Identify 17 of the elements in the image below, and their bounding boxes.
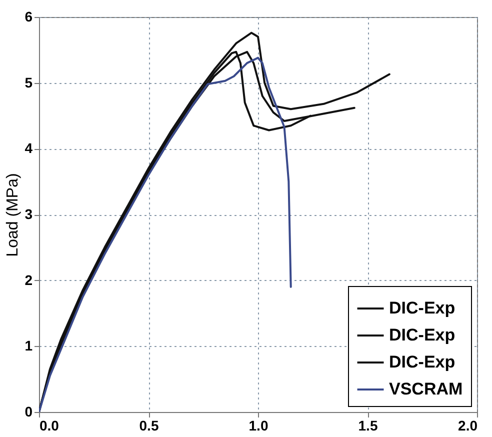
legend-label: DIC-Exp [389,326,456,344]
y-tick-label: 3 [24,206,33,222]
y-tick-label: 5 [24,74,33,90]
y-tick-label: 6 [24,8,33,24]
x-tick-label: 1.5 [358,418,378,434]
legend-label: DIC-Exp [389,298,456,318]
x-tick-label: 2.0 [458,418,478,434]
x-tick-label: 1.0 [248,418,268,434]
y-tick-label: 2 [24,272,33,288]
y-tick-label: 1 [24,338,33,354]
x-tick-label: 0.0 [40,418,60,434]
legend-label: VSCRAM [389,380,463,398]
x-tick-label: 0.5 [139,418,159,434]
y-tick-label: 0 [24,404,33,420]
legend-label: DIC-Exp [389,352,456,372]
y-axis-title: Load (MPa) [4,173,22,257]
y-tick-label: 4 [24,140,33,156]
